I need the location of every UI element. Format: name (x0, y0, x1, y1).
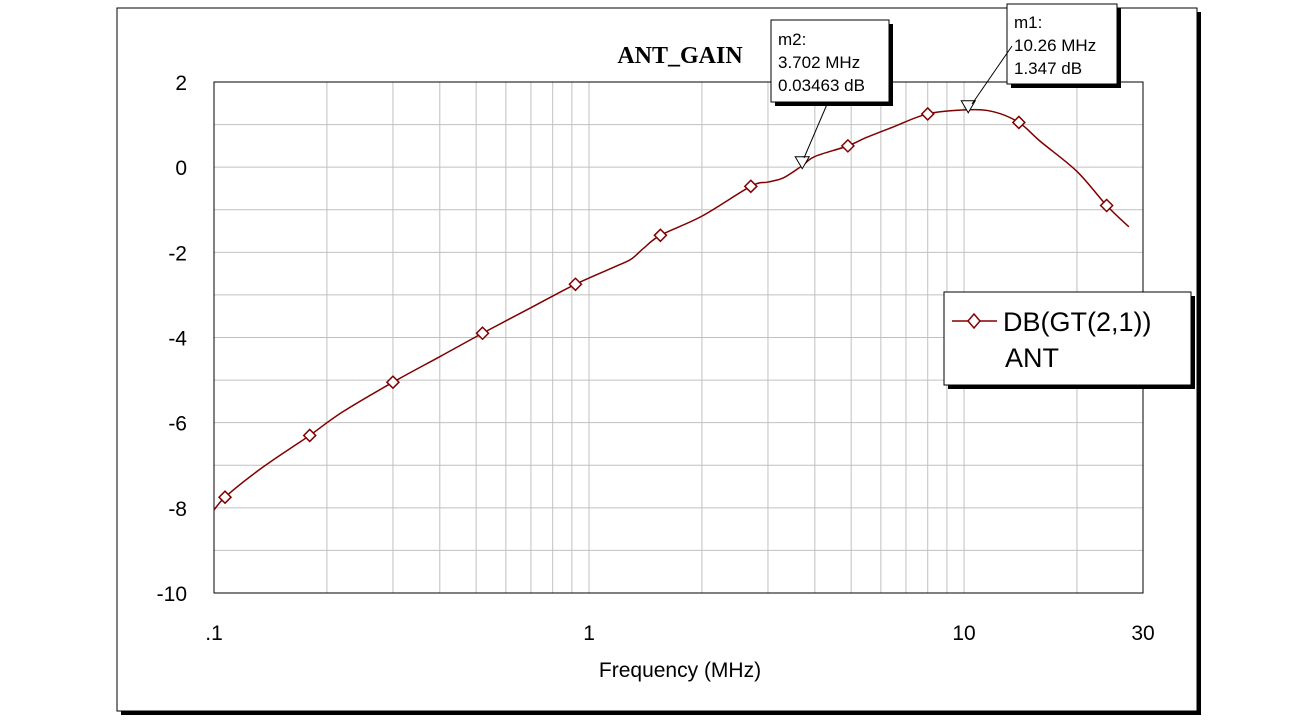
series-line (213, 108, 1130, 511)
x-tick-label: 1 (583, 622, 595, 645)
callout-m2-box (770, 19, 890, 103)
y-tick-label: 2 (175, 72, 187, 95)
callout-m1-value: 1.347 dB (1014, 59, 1082, 78)
grid (214, 82, 1143, 593)
legend-box (943, 291, 1192, 386)
legend-diamond-marker (967, 312, 981, 330)
x-tick-label: .1 (205, 622, 223, 645)
y-tick-label: -10 (157, 583, 187, 606)
series-diamond-marker (743, 179, 758, 194)
x-axis-label: Frequency (MHz) (599, 659, 761, 682)
series-diamond-marker (217, 490, 233, 505)
tick-labels: 2 0 -2 -4 -6 -8 -10 .1 1 10 30 (157, 72, 1155, 645)
series-diamond-marker (1099, 198, 1114, 213)
y-tick-label: -4 (168, 328, 187, 351)
marker-callout-m2: m2: 3.702 MHz 0.03463 dB (770, 19, 893, 159)
x-tick-label: 30 (1131, 622, 1154, 645)
series-diamond-marker (385, 375, 400, 390)
series-diamond-marker (302, 428, 317, 443)
legend-series-subtitle: ANT (1005, 343, 1059, 373)
callout-m2-value: 0.03463 dB (778, 76, 865, 95)
callout-m1-label: m1: (1014, 13, 1042, 32)
series-diamond-marker (653, 228, 668, 243)
y-tick-label: -8 (168, 498, 187, 521)
callout-m1-box (1006, 3, 1118, 85)
series-diamond-marker (920, 106, 935, 121)
legend: DB(GT(2,1)) ANT (943, 291, 1195, 389)
series-diamond-marker (840, 138, 855, 153)
series-diamond-marker (475, 326, 490, 341)
legend-series-name: DB(GT(2,1)) (1003, 307, 1152, 337)
x-tick-label: 10 (952, 622, 975, 645)
callout-m2-label: m2: (778, 30, 806, 49)
y-tick-label: -6 (168, 413, 187, 436)
callout-m2-freq: 3.702 MHz (778, 53, 860, 72)
series-diamond-marker (568, 277, 583, 292)
series-diamond-marker (1011, 115, 1026, 130)
y-tick-label: 0 (175, 157, 187, 180)
callout-m2-leader (803, 101, 829, 159)
marker-triangle-m2 (794, 156, 811, 170)
y-tick-label: -2 (168, 242, 187, 265)
callout-m1-leader (971, 45, 1013, 105)
chart-title: ANT_GAIN (617, 43, 743, 69)
marker-callout-m1: m1: 10.26 MHz 1.347 dB (971, 3, 1121, 105)
series (213, 106, 1130, 511)
callout-m1-freq: 10.26 MHz (1014, 36, 1096, 55)
